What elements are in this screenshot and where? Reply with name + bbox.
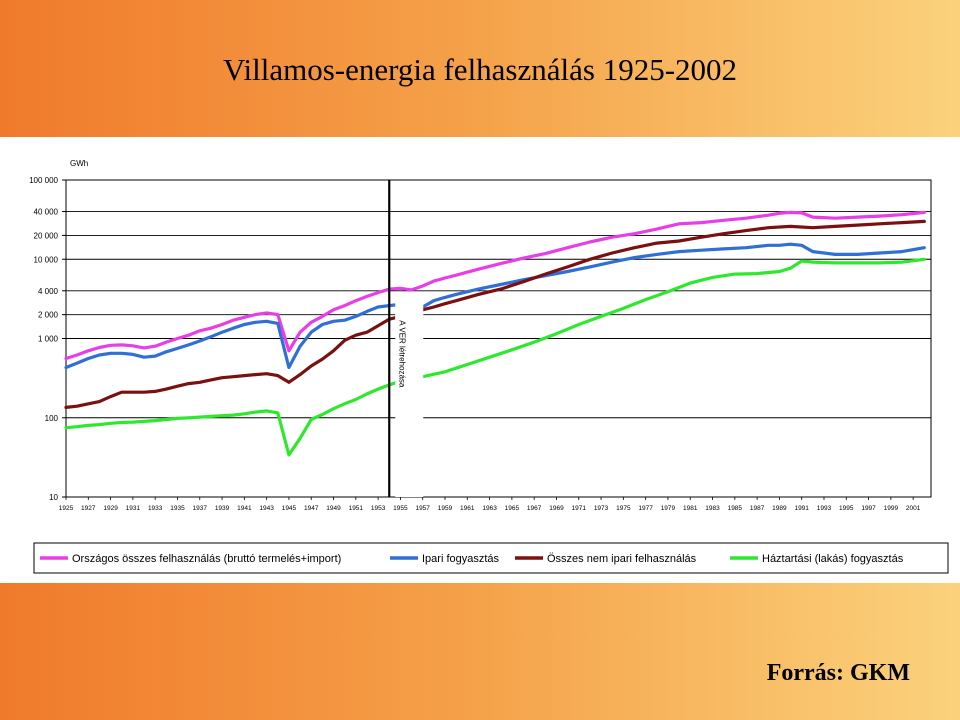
x-tick-label: 1945 <box>282 505 297 512</box>
legend-item-ipari: Ipari fogyasztás <box>422 553 500 565</box>
y-tick-label: 100 <box>45 414 59 423</box>
x-tick-label: 1975 <box>616 505 631 512</box>
series-line-nem-ipari <box>64 219 926 409</box>
y-tick-label: 2 000 <box>38 311 59 320</box>
legend: Országos összes felhasználás (bruttó ter… <box>33 542 949 574</box>
x-tick-label: 1983 <box>705 505 720 512</box>
slide-title: Villamos-energia felhasználás 1925-2002 <box>222 52 738 87</box>
x-tick-label: 1925 <box>59 505 74 512</box>
x-tick-label: 1989 <box>772 505 787 512</box>
x-tick-label: 1985 <box>728 505 743 512</box>
x-tick-label: 1973 <box>594 505 609 512</box>
x-tick-label: 1953 <box>371 505 386 512</box>
legend-item-orszagos: Országos összes felhasználás (bruttó ter… <box>72 553 341 565</box>
y-tick-label: 40 000 <box>34 208 59 217</box>
series-line-haztartasi <box>64 257 926 457</box>
x-tick-label: 1991 <box>794 505 809 512</box>
y-tick-label: 4 000 <box>38 287 59 296</box>
x-tick-label: 1931 <box>126 505 141 512</box>
x-tick-label: 1967 <box>527 505 542 512</box>
x-tick-label: 1949 <box>326 505 341 512</box>
x-tick-label: 1969 <box>549 505 564 512</box>
x-tick-label: 1937 <box>193 505 208 512</box>
source-note: Forrás: GKM <box>766 660 910 686</box>
y-tick-label: 100 000 <box>29 176 58 185</box>
annotation-mask <box>395 300 424 497</box>
x-tick-label: 1929 <box>103 505 118 512</box>
legend-item-nem-ipari: Összes nem ipari felhasználás <box>547 553 697 565</box>
x-tick-label: 1995 <box>839 505 854 512</box>
x-tick-label: 1927 <box>81 505 96 512</box>
x-tick-label: 1961 <box>460 505 475 512</box>
footer-banner <box>0 583 960 720</box>
x-tick-label: 1951 <box>349 505 364 512</box>
y-tick-label: 10 <box>49 493 58 502</box>
x-tick-label: 1979 <box>661 505 676 512</box>
x-tick-label: 1943 <box>259 505 274 512</box>
annotation-label: A VER létrehozása <box>397 320 406 388</box>
x-tick-label: 1933 <box>148 505 163 512</box>
x-tick-label: 1997 <box>861 505 876 512</box>
title-banner <box>0 0 960 137</box>
x-tick-label: 1965 <box>505 505 520 512</box>
x-tick-label: 1955 <box>393 505 408 512</box>
x-tick-label: 1999 <box>884 505 899 512</box>
x-tick-label: 1939 <box>215 505 230 512</box>
x-tick-label: 1981 <box>683 505 698 512</box>
x-tick-label: 1987 <box>750 505 765 512</box>
annotation-mask <box>395 311 424 333</box>
x-tick-label: 1959 <box>438 505 453 512</box>
x-tick-label: 1957 <box>415 505 430 512</box>
x-tick-label: 1941 <box>237 505 252 512</box>
x-tick-label: 2001 <box>906 505 921 512</box>
y-tick-label: 1 000 <box>38 335 59 344</box>
x-tick-label: 1993 <box>817 505 832 512</box>
x-tick-label: 1963 <box>482 505 497 512</box>
legend-box <box>33 542 949 574</box>
y-axis-label: GWh <box>70 159 88 168</box>
legend-item-haztartasi: Háztartási (lakás) fogyasztás <box>762 553 904 565</box>
chart: 100 000 40 000 20 000 10 000 4 000 2 000 1 000… <box>29 159 949 574</box>
x-tick-label: 1947 <box>304 505 319 512</box>
x-tick-label: 1935 <box>170 505 185 512</box>
plot-area: 100 000 40 000 20 000 10 000 4 000 2 000 1 000… <box>29 176 932 512</box>
x-tick-label: 1971 <box>572 505 587 512</box>
x-tick-label: 1977 <box>638 505 653 512</box>
y-tick-label: 10 000 <box>34 255 59 264</box>
y-tick-label: 20 000 <box>34 231 59 240</box>
